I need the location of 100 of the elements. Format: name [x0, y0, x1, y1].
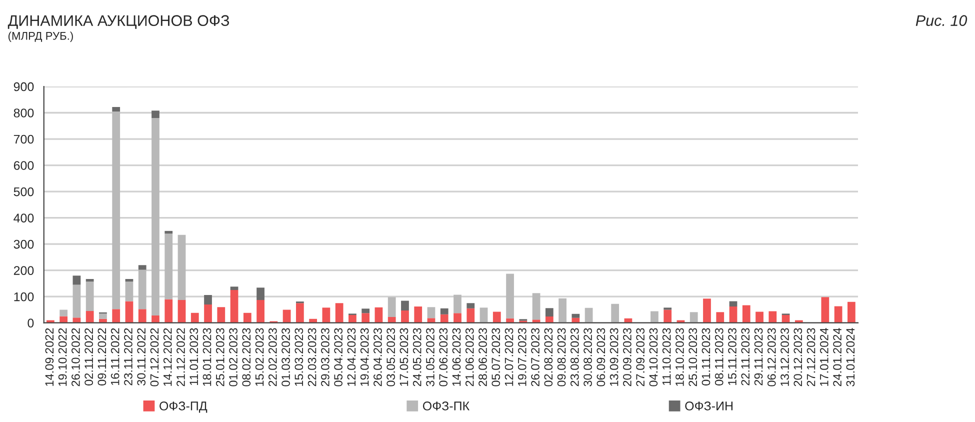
- bar: [230, 286, 238, 290]
- bar: [676, 320, 685, 323]
- bar: [204, 294, 212, 304]
- x-tick-label: 18.01.2023: [202, 328, 212, 386]
- x-tick-label: 22.03.2023: [308, 328, 316, 386]
- bar: [729, 301, 738, 307]
- x-tick-label: 06.09.2023: [596, 328, 606, 386]
- x-tick-label: 15.02.2023: [255, 328, 264, 386]
- bar: [440, 314, 448, 323]
- x-tick-label: 15.03.2023: [294, 328, 304, 386]
- x-tick-label: 23.08.2023: [570, 328, 579, 386]
- bar: [190, 312, 199, 323]
- bar: [256, 300, 264, 323]
- bar: [690, 312, 698, 323]
- x-tick-label: 31.05.2023: [426, 328, 434, 386]
- x-tick-label: 21.06.2023: [465, 328, 474, 386]
- x-tick-label: 26.10.2022: [72, 328, 80, 386]
- bar: [296, 303, 304, 323]
- x-tick-label: 04.10.2023: [649, 328, 658, 386]
- bar: [164, 234, 173, 300]
- x-tick-label: 21.12.2022: [176, 328, 185, 386]
- bar: [440, 308, 448, 314]
- x-tick-label: 24.05.2023: [412, 328, 422, 386]
- bar: [99, 318, 107, 323]
- bar: [138, 265, 146, 270]
- x-tick-label: 14.06.2023: [452, 328, 461, 386]
- text: Рис. 10: [916, 15, 968, 26]
- x-tick-label: 06.12.2023: [767, 328, 776, 386]
- bar: [86, 311, 94, 323]
- y-tick-label: 700: [14, 134, 34, 144]
- x-tick-label: 26.07.2023: [531, 328, 540, 386]
- bar: [152, 315, 160, 323]
- bar: [152, 118, 160, 316]
- bar: [46, 320, 54, 323]
- bar: [60, 310, 68, 316]
- bar: [125, 282, 134, 302]
- x-tick-label: 07.12.2022: [150, 328, 159, 386]
- bar: [572, 318, 580, 323]
- x-tick-label: 25.10.2023: [688, 328, 698, 386]
- bar: [112, 309, 120, 323]
- x-tick-label: 30.11.2022: [137, 328, 146, 386]
- x-tick-label: 02.11.2022: [84, 328, 94, 386]
- x-tick-label: 19.04.2023: [360, 328, 369, 386]
- bar: [388, 297, 396, 318]
- bar: [164, 299, 173, 323]
- bar: [506, 274, 514, 318]
- bar: [374, 307, 383, 323]
- bar: [204, 304, 212, 323]
- x-tick-label: 17.05.2023: [400, 328, 408, 386]
- x-tick-label: 31.01.2024: [846, 328, 855, 386]
- x-tick-label: 28.06.2023: [478, 328, 487, 386]
- bar: [492, 312, 501, 323]
- x-tick-label: 01.03.2023: [282, 328, 290, 386]
- bar: [72, 318, 81, 323]
- bar: [703, 298, 711, 323]
- x-tick-label: 26.04.2023: [374, 328, 382, 386]
- bar: [152, 110, 160, 118]
- bar: [847, 302, 856, 323]
- bar: [72, 276, 81, 285]
- bar: [362, 308, 370, 314]
- y-tick-label: 100: [14, 292, 34, 302]
- bar: [322, 308, 330, 323]
- y-tick-label: 300: [14, 240, 34, 249]
- legend-label: ОФЗ-ПД: [160, 402, 208, 413]
- bar: [506, 318, 514, 323]
- x-tick-label: 08.02.2023: [242, 328, 251, 386]
- bar: [414, 306, 422, 323]
- chart-title: ДИНАМИКА АУКЦИОНОВ ОФЗ: [8, 15, 230, 29]
- bar: [401, 310, 409, 323]
- bar: [125, 278, 134, 282]
- bar: [480, 308, 488, 323]
- bar: [716, 312, 724, 323]
- x-tick-label: 07.06.2023: [439, 328, 448, 386]
- x-tick-label: 22.02.2023: [268, 328, 277, 386]
- bar: [335, 303, 344, 323]
- bar: [178, 234, 186, 300]
- x-tick-label: 23.11.2022: [124, 328, 132, 386]
- bar: [112, 111, 120, 310]
- bar: [427, 307, 436, 318]
- bar: [545, 316, 554, 323]
- x-tick-label: 14.12.2022: [163, 328, 172, 386]
- bar: [729, 306, 738, 323]
- x-tick-label: 16.11.2022: [110, 328, 120, 385]
- x-tick-label: 05.07.2023: [492, 328, 500, 386]
- bar: [768, 311, 777, 323]
- bar: [558, 298, 566, 323]
- bar: [60, 316, 68, 323]
- bar: [821, 297, 830, 323]
- bar: [243, 312, 252, 323]
- x-tick-label: 01.11.2023: [702, 328, 710, 386]
- x-tick-label: 11.10.2023: [662, 328, 671, 385]
- x-tick-label: 01.02.2023: [229, 328, 238, 386]
- bar: [834, 306, 842, 323]
- bar: [217, 307, 226, 323]
- x-tick-label: 08.11.2023: [714, 328, 724, 386]
- y-tick-label: 600: [14, 161, 34, 170]
- bar: [99, 314, 107, 319]
- x-tick-label: 29.11.2023: [754, 328, 763, 386]
- bar: [650, 311, 658, 323]
- x-tick-label: 20.09.2023: [623, 328, 632, 386]
